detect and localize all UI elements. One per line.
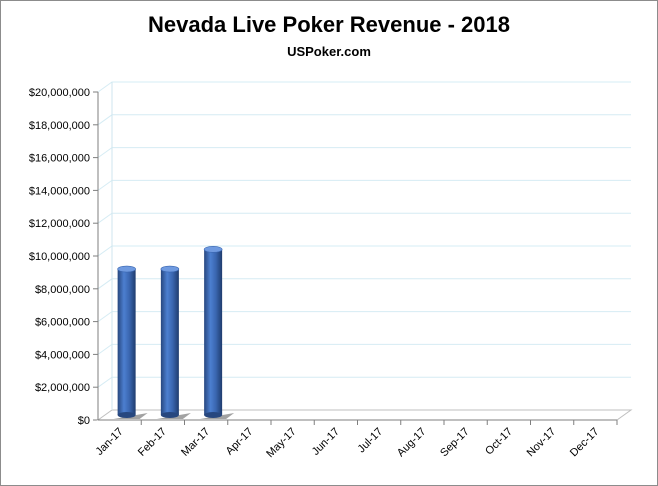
y-tick-label: $2,000,000 <box>35 382 90 394</box>
x-tick-label: Nov-17 <box>525 426 559 460</box>
y-tick-label: $4,000,000 <box>35 349 90 361</box>
bar-body <box>204 249 223 415</box>
bar-base <box>160 412 179 418</box>
bar <box>113 265 148 419</box>
x-tick-label: Oct-17 <box>483 426 515 458</box>
y-tick-label: $10,000,000 <box>29 251 90 263</box>
gridline <box>97 245 631 257</box>
bar-top <box>160 265 180 273</box>
y-tick-label: $8,000,000 <box>35 284 90 296</box>
gridline <box>97 179 631 191</box>
x-tick-label: Jun-17 <box>310 426 342 458</box>
bar-base <box>204 412 223 418</box>
gridline <box>97 114 631 126</box>
y-tick-label: $20,000,000 <box>29 87 90 99</box>
x-tick-label: Dec-17 <box>568 426 602 460</box>
bar-body <box>160 269 179 415</box>
chart-title: Nevada Live Poker Revenue - 2018 <box>148 12 510 37</box>
x-tick-label: Apr-17 <box>224 426 256 458</box>
bar <box>200 246 235 419</box>
bar-body <box>117 269 136 415</box>
chart-subtitle: USPoker.com <box>287 44 371 59</box>
x-tick-label: Mar-17 <box>179 426 212 459</box>
y-tick-label: $16,000,000 <box>29 153 90 165</box>
y-tick-label: $18,000,000 <box>29 120 90 132</box>
bar-top <box>117 265 136 273</box>
x-tick-label: Jan-17 <box>93 426 125 458</box>
bar-top <box>203 246 223 253</box>
gridline <box>97 212 631 224</box>
bar-series <box>113 246 235 419</box>
x-tick-label: May-17 <box>264 426 298 460</box>
gridline <box>97 147 631 159</box>
bar <box>156 265 191 419</box>
y-tick-label: $14,000,000 <box>29 185 90 197</box>
bar-base <box>117 412 136 418</box>
y-tick-label: $12,000,000 <box>29 218 90 230</box>
y-tick-labels: $0 $2,000,000 $4,000,000 $6,000,000 $8,000,0… <box>29 87 90 427</box>
x-tick-label: Sep-17 <box>438 426 472 460</box>
axis-layer <box>93 82 633 425</box>
x-tick-label: Feb-17 <box>136 426 169 459</box>
y-tick-label: $6,000,000 <box>35 317 90 329</box>
y-tick-label: $0 <box>78 415 90 427</box>
x-tick-label: Jul-17 <box>356 426 386 456</box>
gridline <box>97 81 631 93</box>
x-tick-label: Aug-17 <box>395 426 429 460</box>
x-tick-labels: Jan-17 Feb-17 Mar-17 Apr-17 May-17 Jun-17 Jul-… <box>93 426 601 460</box>
